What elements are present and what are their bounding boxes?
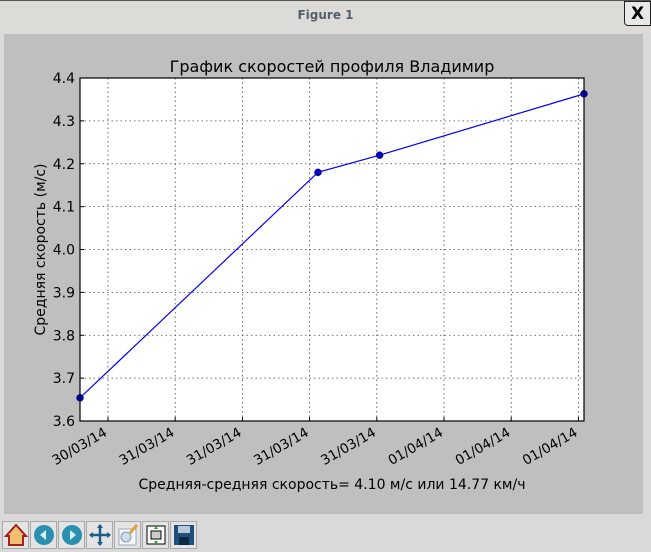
window-title: Figure 1	[297, 8, 354, 22]
chart: 3.63.73.83.94.04.14.24.34.430/03/14 31/03…	[33, 57, 588, 493]
y-axis-label: Средняя скорость (м/с)	[33, 163, 49, 335]
x-tick-label: 31/03/14	[117, 425, 178, 469]
x-tick-label: 01/04/14	[453, 425, 514, 469]
forward-icon	[61, 525, 82, 545]
figure-canvas: 3.6 3.7 3.8 3.9 4.0 4.1 4.2 4.3 4.4 30/03/14 31/03…	[4, 34, 643, 514]
forward-button[interactable]	[58, 521, 85, 549]
x-axis-label: Средняя-средняя скорость= 4.10 м/с или 1…	[139, 477, 526, 493]
x-tick-label: 31/03/14	[184, 425, 245, 469]
y-tick-label: 4.4	[53, 71, 75, 87]
close-button[interactable]: X	[624, 1, 651, 26]
home-icon	[3, 523, 28, 546]
y-tick-label: 3.8	[53, 328, 75, 344]
save-button[interactable]	[170, 521, 197, 549]
home-button[interactable]	[2, 521, 29, 549]
zoom-rect-icon	[118, 524, 138, 546]
x-tick-label: 01/04/14	[520, 425, 581, 469]
subplots-button[interactable]	[142, 521, 169, 549]
back-icon	[33, 525, 54, 545]
data-point	[375, 151, 384, 159]
series-line	[79, 93, 585, 399]
y-tick-label: 3.6	[53, 414, 75, 430]
y-tick-label: 4.1	[53, 200, 75, 216]
window-titlebar: Figure 1 X	[0, 0, 651, 33]
x-tick-label: 31/03/14	[318, 425, 379, 469]
pan-icon	[88, 524, 111, 546]
y-tick-label: 4.2	[53, 157, 75, 173]
y-tick-label: 3.9	[53, 285, 75, 301]
x-tick-label: 30/03/14	[49, 425, 110, 469]
navigation-toolbar	[2, 521, 197, 551]
x-tick-label: 31/03/14	[251, 425, 312, 469]
x-tick-label: 01/04/14	[385, 425, 446, 469]
subplots-icon	[146, 525, 165, 545]
save-icon	[173, 525, 194, 545]
plot-frame	[79, 77, 585, 422]
y-tick-label: 3.7	[53, 371, 75, 387]
y-tick-label: 4.3	[53, 114, 75, 130]
back-button[interactable]	[30, 521, 57, 549]
pan-button[interactable]	[86, 521, 113, 549]
chart-title: График скоростей профиля Владимир	[170, 57, 495, 76]
zoom-button[interactable]	[114, 521, 141, 549]
y-tick-label: 4.0	[53, 243, 75, 259]
data-point	[314, 168, 322, 177]
